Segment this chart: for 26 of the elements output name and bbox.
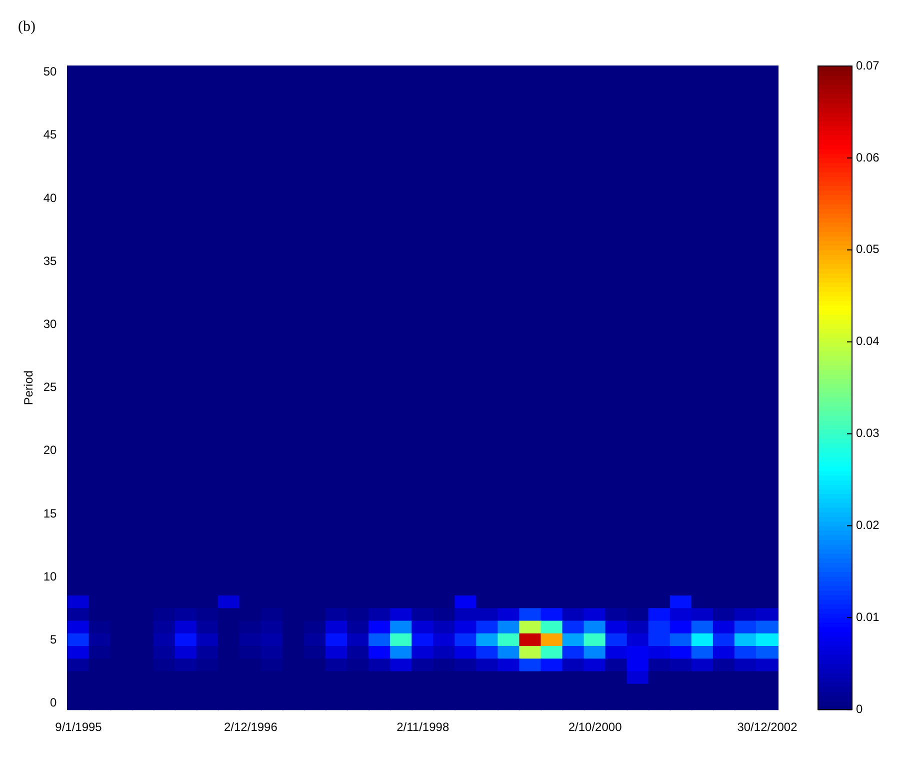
x-tick-label: 9/1/1995 — [55, 720, 102, 734]
x-tick-label: 2/11/1998 — [396, 720, 450, 734]
y-tick-label: 5 — [50, 632, 58, 647]
y-tick-label: 45 — [43, 128, 58, 142]
color-bar-label: 0 — [856, 702, 863, 716]
x-tick-label: 2/10/2000 — [568, 720, 622, 734]
chart-title: (b) — [18, 18, 36, 35]
y-tick-label: 15 — [43, 506, 58, 520]
y-tick-label: 0 — [50, 696, 58, 710]
color-bar-label: 0.04 — [856, 334, 880, 348]
x-tick-label: 30/12/2002 — [737, 720, 798, 734]
y-tick-label: 40 — [43, 190, 58, 205]
y-tick-label: 50 — [43, 64, 58, 79]
color-bar-label: 0.07 — [856, 58, 880, 72]
color-bar-label: 0.02 — [856, 518, 880, 532]
x-tick-label: 2/12/1996 — [224, 720, 278, 734]
y-tick-label: 30 — [43, 317, 58, 332]
y-axis-title: Period — [22, 370, 36, 406]
y-tick-label: 35 — [43, 254, 58, 268]
color-bar-label: 0.03 — [856, 426, 880, 440]
y-tick-label: 10 — [43, 569, 58, 584]
y-tick-label: 25 — [43, 380, 58, 394]
y-tick-label: 20 — [43, 443, 58, 458]
color-bar-label: 0.01 — [856, 610, 880, 624]
color-bar-label: 0.06 — [856, 150, 880, 164]
color-bar-label: 0.05 — [856, 242, 880, 256]
